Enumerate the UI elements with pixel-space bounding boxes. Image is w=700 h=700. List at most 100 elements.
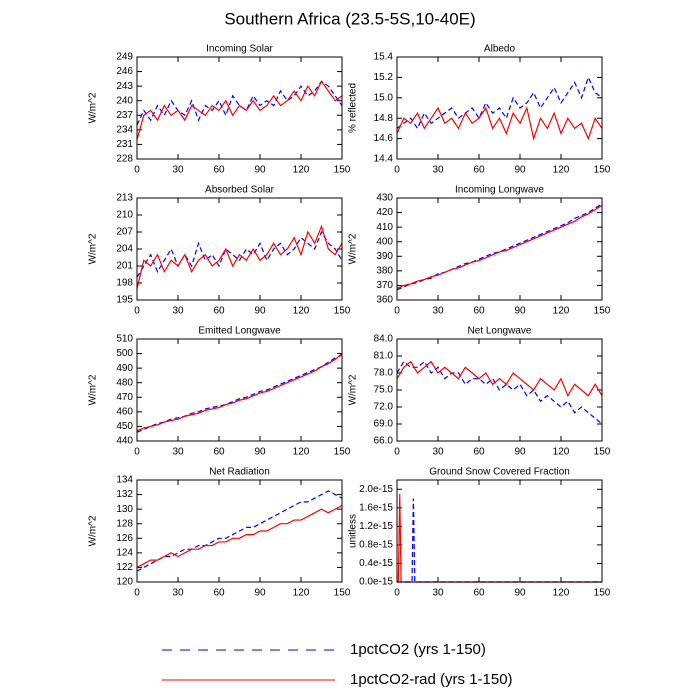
x-tick-label: 150 bbox=[594, 165, 611, 176]
y-axis-label: % reflected bbox=[348, 83, 359, 133]
legend-label: 1pctCO2-rad (yrs 1-150) bbox=[350, 671, 513, 688]
y-axis-label: W/m^2 bbox=[348, 374, 359, 405]
data-line bbox=[396, 360, 603, 398]
data-line bbox=[136, 490, 343, 572]
y-tick-label: 240 bbox=[116, 95, 133, 106]
x-tick-label: 120 bbox=[553, 165, 570, 176]
data-line bbox=[397, 493, 602, 583]
plot-frame bbox=[136, 56, 343, 160]
y-tick-label: 75.0 bbox=[374, 385, 394, 396]
plot-frame bbox=[396, 56, 603, 160]
y-tick-label: 500 bbox=[116, 348, 133, 359]
y-tick-label: 420 bbox=[376, 207, 393, 218]
y-tick-label: 15.4 bbox=[374, 52, 394, 63]
x-tick-label: 30 bbox=[432, 588, 444, 599]
legend-label: 1pctCO2 (yrs 1-150) bbox=[350, 641, 486, 658]
panel-title: Emitted Longwave bbox=[198, 326, 281, 337]
y-tick-label: 2.0e-15 bbox=[359, 484, 393, 495]
y-tick-label: 204 bbox=[116, 244, 133, 255]
y-tick-label: 132 bbox=[116, 489, 133, 500]
plot-frame bbox=[136, 338, 343, 442]
panel-title: Incoming Longwave bbox=[455, 185, 544, 196]
panel-title: Ground Snow Covered Fraction bbox=[429, 467, 570, 478]
x-tick-label: 150 bbox=[334, 306, 351, 317]
x-tick-label: 0 bbox=[394, 588, 400, 599]
data-line bbox=[396, 204, 603, 289]
x-tick-label: 0 bbox=[394, 447, 400, 458]
x-tick-label: 60 bbox=[473, 588, 485, 599]
x-tick-label: 90 bbox=[254, 588, 266, 599]
y-tick-label: 72.0 bbox=[374, 402, 394, 413]
x-tick-label: 90 bbox=[514, 306, 526, 317]
data-line bbox=[136, 504, 343, 568]
plot-frame bbox=[396, 197, 603, 301]
y-tick-label: 14.4 bbox=[374, 154, 394, 165]
y-tick-label: 360 bbox=[376, 295, 393, 306]
x-tick-label: 30 bbox=[432, 306, 444, 317]
y-tick-label: 246 bbox=[116, 66, 133, 77]
x-tick-label: 60 bbox=[213, 165, 225, 176]
y-tick-label: 198 bbox=[116, 278, 133, 289]
y-tick-label: 1.2e-15 bbox=[359, 521, 393, 532]
x-tick-label: 90 bbox=[254, 306, 266, 317]
y-tick-label: 450 bbox=[116, 421, 133, 432]
y-tick-label: 370 bbox=[376, 280, 393, 291]
y-tick-label: 134 bbox=[116, 475, 133, 486]
y-tick-label: 210 bbox=[116, 210, 133, 221]
data-line bbox=[136, 353, 343, 432]
y-tick-label: 213 bbox=[116, 193, 133, 204]
x-tick-label: 0 bbox=[134, 447, 140, 458]
data-line bbox=[396, 106, 603, 141]
y-tick-label: 128 bbox=[116, 518, 133, 529]
y-tick-label: 490 bbox=[116, 363, 133, 374]
x-tick-label: 150 bbox=[594, 306, 611, 317]
panel-title: Albedo bbox=[484, 44, 516, 55]
y-tick-label: 410 bbox=[376, 222, 393, 233]
y-tick-label: 120 bbox=[116, 577, 133, 588]
x-tick-label: 0 bbox=[134, 165, 140, 176]
y-axis-label: W/m^2 bbox=[88, 515, 99, 546]
x-tick-label: 90 bbox=[254, 447, 266, 458]
x-tick-label: 120 bbox=[553, 588, 570, 599]
x-tick-label: 0 bbox=[134, 588, 140, 599]
y-tick-label: 237 bbox=[116, 110, 133, 121]
x-tick-label: 120 bbox=[293, 306, 310, 317]
x-tick-label: 0 bbox=[394, 306, 400, 317]
y-tick-label: 440 bbox=[116, 436, 133, 447]
data-line bbox=[396, 203, 603, 291]
data-line bbox=[136, 354, 343, 433]
x-tick-label: 90 bbox=[514, 588, 526, 599]
x-tick-label: 30 bbox=[432, 447, 444, 458]
x-tick-label: 120 bbox=[293, 588, 310, 599]
y-tick-label: 460 bbox=[116, 406, 133, 417]
data-line bbox=[397, 498, 602, 583]
data-line bbox=[136, 230, 343, 278]
y-tick-label: 1.6e-15 bbox=[359, 502, 393, 513]
y-axis-label: unitless bbox=[348, 514, 359, 548]
y-tick-label: 400 bbox=[376, 236, 393, 247]
x-tick-label: 60 bbox=[473, 165, 485, 176]
y-axis-label: W/m^2 bbox=[88, 233, 99, 264]
x-tick-label: 60 bbox=[213, 447, 225, 458]
data-line bbox=[136, 224, 343, 289]
y-tick-label: 470 bbox=[116, 392, 133, 403]
y-tick-label: 66.0 bbox=[374, 436, 394, 447]
y-axis-label: W/m^2 bbox=[88, 374, 99, 405]
y-axis-label: W/m^2 bbox=[348, 233, 359, 264]
y-tick-label: 201 bbox=[116, 261, 133, 272]
x-tick-label: 0 bbox=[394, 165, 400, 176]
y-tick-label: 249 bbox=[116, 52, 133, 63]
y-tick-label: 69.0 bbox=[374, 419, 394, 430]
data-line bbox=[396, 360, 603, 425]
x-tick-label: 120 bbox=[553, 306, 570, 317]
plot-frame bbox=[136, 479, 343, 583]
x-tick-label: 90 bbox=[514, 165, 526, 176]
x-tick-label: 30 bbox=[172, 306, 184, 317]
y-tick-label: 15.0 bbox=[374, 92, 394, 103]
y-tick-label: 390 bbox=[376, 251, 393, 262]
y-tick-label: 126 bbox=[116, 533, 133, 544]
y-tick-label: 15.2 bbox=[374, 72, 394, 83]
panel-title: Net Radiation bbox=[209, 467, 270, 478]
y-axis-label: W/m^2 bbox=[88, 92, 99, 123]
